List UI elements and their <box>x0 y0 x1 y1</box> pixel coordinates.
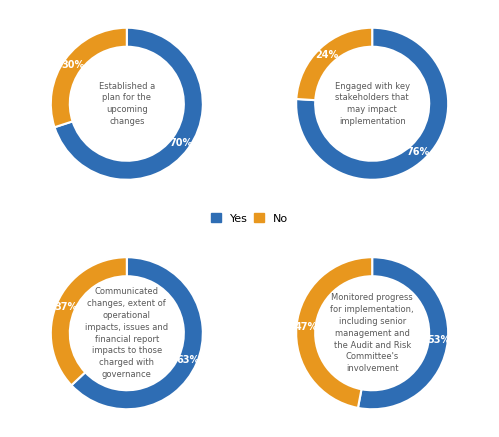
Text: Established a
plan for the
upcoming
changes: Established a plan for the upcoming chan… <box>99 82 155 126</box>
Text: 53%: 53% <box>427 334 450 344</box>
Text: 37%: 37% <box>54 302 77 312</box>
Text: 76%: 76% <box>406 147 429 157</box>
Wedge shape <box>296 28 372 100</box>
Text: 47%: 47% <box>294 322 317 332</box>
Wedge shape <box>71 257 203 409</box>
Text: 24%: 24% <box>315 50 338 60</box>
Wedge shape <box>51 28 127 127</box>
Wedge shape <box>296 257 372 408</box>
Text: Engaged with key
stakeholders that
may impact
implementation: Engaged with key stakeholders that may i… <box>335 82 410 126</box>
Text: 63%: 63% <box>176 355 200 364</box>
Text: Communicated
changes, extent of
operational
impacts, issues and
financial report: Communicated changes, extent of operatio… <box>85 288 168 379</box>
Wedge shape <box>51 257 127 385</box>
Text: Monitored progress
for implementation,
including senior
management and
the Audit: Monitored progress for implementation, i… <box>330 293 414 373</box>
Wedge shape <box>54 28 203 180</box>
Wedge shape <box>296 28 448 180</box>
Text: 70%: 70% <box>169 138 192 148</box>
Wedge shape <box>358 257 448 409</box>
Text: 30%: 30% <box>61 60 85 69</box>
Legend: Yes, No: Yes, No <box>209 211 290 226</box>
